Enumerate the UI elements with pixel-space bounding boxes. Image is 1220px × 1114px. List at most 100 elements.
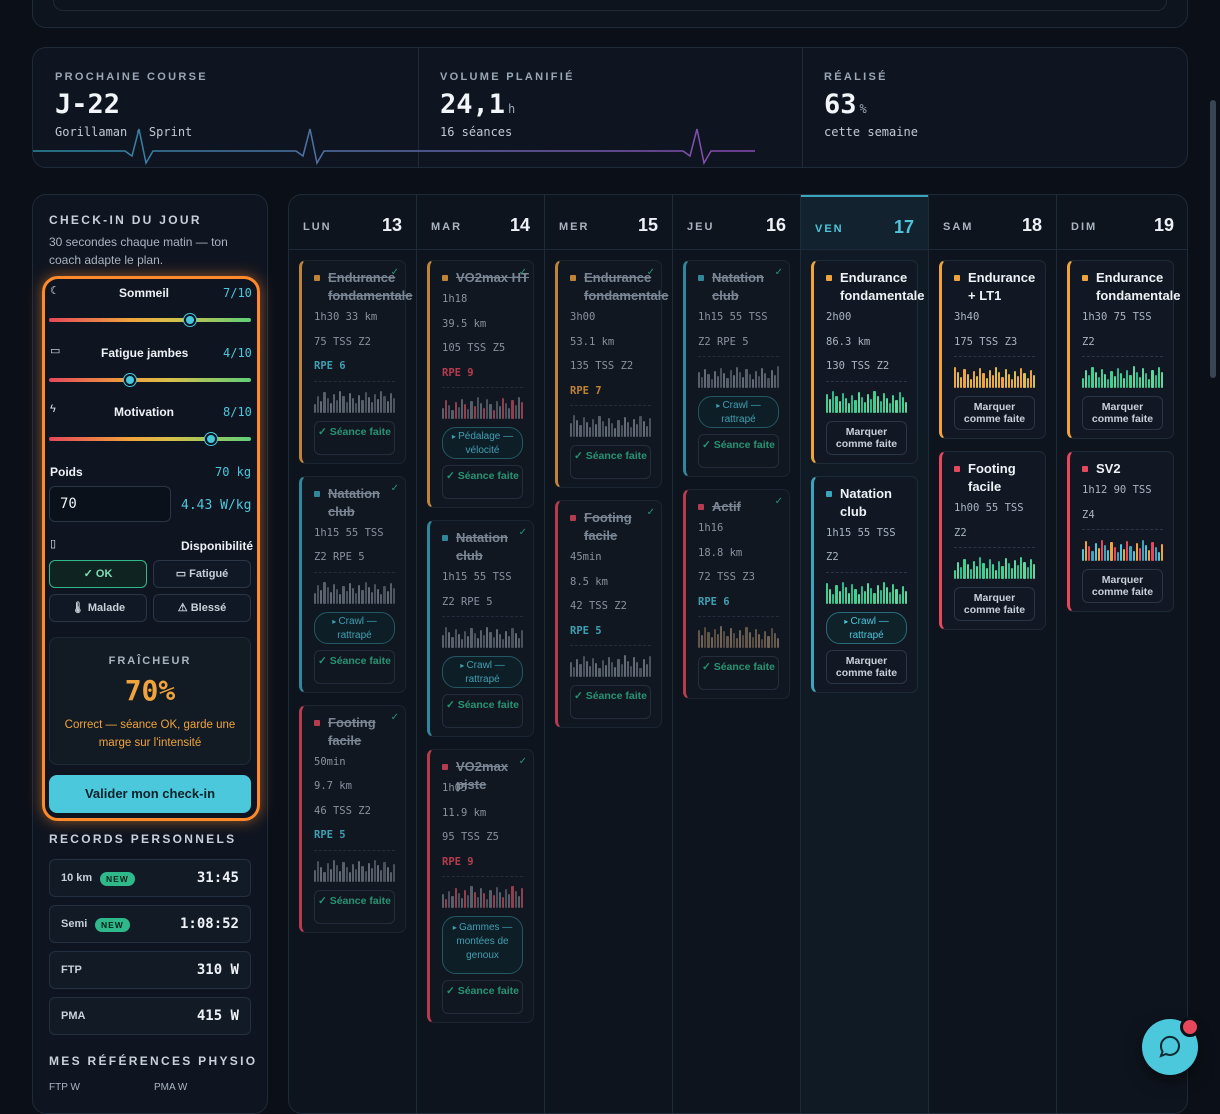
session-card[interactable]: SV2 1h12 90 TSS Z4 Marquer comme faite	[1067, 451, 1174, 612]
session-done-button[interactable]: ✓ Séance faite	[698, 656, 779, 690]
session-title: Endurance + LT1	[968, 270, 1036, 303]
mark-done-button[interactable]: Marquer comme faite	[954, 587, 1035, 621]
intensity-bar	[885, 587, 889, 604]
intensity-bar	[1116, 552, 1119, 561]
session-detail: 86.3 km	[826, 335, 871, 348]
session-card[interactable]: Endurance fondamentale 2h00 86.3 km 130 TSS…	[811, 260, 925, 464]
dispo-malade-button[interactable]: 🌡 Malade	[49, 594, 147, 622]
intensity-bar	[495, 887, 498, 908]
session-done-button[interactable]: ✓ Séance faite	[442, 465, 523, 499]
drill-pill[interactable]: ▸ Pédalage — vélocité	[442, 427, 523, 459]
mark-done-button[interactable]: Marquer comme faite	[954, 396, 1035, 430]
intensity-bar	[1138, 376, 1141, 388]
check-icon: ✓	[390, 482, 399, 494]
slider-knob-motivation[interactable]	[204, 433, 217, 445]
intensity-bar	[607, 656, 611, 677]
scrollbar[interactable]	[1210, 100, 1216, 378]
intensity-bar	[345, 867, 348, 882]
drill-pill[interactable]: ▸ Gammes — montées de genoux	[442, 916, 523, 974]
mark-done-button[interactable]: Marquer comme faite	[826, 420, 907, 455]
slider-fatigue[interactable]	[49, 378, 251, 382]
mark-done-button[interactable]: Marquer comme faite	[826, 649, 907, 684]
intensity-bar	[1097, 548, 1100, 561]
drill-pill[interactable]: ▸ Crawl — rattrapé	[314, 611, 395, 644]
session-detail: Z2	[1082, 335, 1095, 348]
intensity-bar	[1157, 367, 1160, 388]
intensity-bar	[460, 897, 464, 908]
intensity-bar	[373, 860, 377, 882]
intensity-bar	[960, 566, 963, 579]
session-done-button[interactable]: ✓ Séance faite	[314, 649, 395, 684]
intensity-bar	[464, 631, 467, 648]
intensity-bar	[585, 422, 588, 437]
intensity-bar	[373, 583, 377, 604]
intensity-bar	[889, 402, 892, 413]
session-card[interactable]: VO2max piste ✓ 1h05 11.9 km 95 TSS Z5 RPE 9 ▸ …	[427, 749, 534, 1023]
intensity-bar	[704, 368, 707, 388]
session-card[interactable]: Natation club ✓ 1h15 55 TSS Z2 RPE 5 ▸ Crawl…	[299, 475, 406, 693]
drill-pill[interactable]: ▸ Crawl — rattrapé	[698, 396, 779, 428]
intensity-bar	[754, 370, 757, 388]
intensity-bar	[892, 584, 895, 604]
validate-checkin-button[interactable]: Valider mon check-in	[49, 775, 251, 813]
session-card[interactable]: Endurance fondamentale 1h30 75 TSS Z2 Marqu…	[1067, 260, 1181, 439]
dispo-fatigue-button[interactable]: ▭ Fatigué	[153, 560, 251, 588]
slider-knob-fatigue[interactable]	[123, 374, 136, 386]
fraicheur-box: FRAÎCHEUR 70% Correct — séance OK, garde…	[49, 637, 251, 765]
session-card[interactable]: Endurance + LT1 3h40 175 TSS Z3 Marquer com…	[939, 260, 1046, 439]
session-card[interactable]: Endurance fondamentale ✓ 3h00 53.1 km 135 TS…	[555, 260, 669, 488]
intensity-bar	[473, 633, 476, 648]
physio-pma-label: PMA W	[154, 1082, 188, 1093]
intensity-bar	[1020, 367, 1023, 388]
session-done-button[interactable]: ✓ Séance faite	[698, 434, 779, 468]
week-calendar: LUN 13 Endurance fondamentale ✓ 1h30 33 km 75…	[288, 194, 1188, 1114]
session-detail: 1h12 90 TSS	[1082, 484, 1152, 496]
session-detail: 72 TSS Z3	[698, 571, 755, 583]
intensity-bar	[320, 866, 323, 882]
session-done-button[interactable]: ✓ Séance faite	[442, 694, 523, 728]
drill-pill[interactable]: ▸ Crawl — rattrapé	[826, 611, 907, 644]
session-card[interactable]: Natation club 1h15 55 TSS Z2 ▸ Crawl — ratt…	[811, 475, 918, 693]
session-card[interactable]: Endurance fondamentale ✓ 1h30 33 km 75 TSS …	[299, 260, 413, 464]
session-card[interactable]: Footing facile ✓ 50min 9.7 km 46 TSS Z2 RPE 5…	[299, 704, 406, 933]
intensity-bar	[448, 890, 451, 908]
slider-knob-sommeil[interactable]	[184, 314, 197, 326]
session-card[interactable]: Footing facile 1h00 55 TSS Z2 Marquer comme…	[939, 451, 1046, 630]
session-done-button[interactable]: ✓ Séance faite	[442, 980, 523, 1014]
slider-sommeil[interactable]	[49, 318, 251, 322]
session-done-button[interactable]: ✓ Séance faite	[570, 685, 651, 719]
intensity-bar	[879, 590, 882, 604]
dispo-blesse-button[interactable]: ⚠ Blessé	[153, 594, 251, 622]
intensity-bar	[570, 661, 573, 677]
session-done-button[interactable]: ✓ Séance faite	[314, 889, 395, 924]
drill-pill[interactable]: ▸ Crawl — rattrapé	[442, 656, 523, 688]
intensity-bar	[501, 398, 505, 419]
intensity-bar	[370, 402, 373, 413]
intensity-bar	[770, 627, 773, 648]
session-card[interactable]: Footing facile ✓ 45min 8.5 km 42 TSS Z2 RPE 5…	[555, 500, 662, 728]
session-title: Footing facile	[328, 714, 376, 748]
intensity-bar	[611, 423, 614, 437]
dispo-ok-button[interactable]: ✓ OK	[49, 560, 147, 588]
slider-motivation[interactable]	[49, 437, 251, 441]
intensity-bar	[588, 665, 592, 677]
session-title: Footing facile	[584, 510, 632, 543]
sport-dot	[570, 515, 576, 521]
session-card[interactable]: Natation club ✓ 1h15 55 TSS Z2 RPE 5 ▸ Crawl…	[427, 520, 534, 737]
intensity-bar	[364, 581, 367, 604]
session-done-button[interactable]: ✓ Séance faite	[314, 420, 395, 455]
intensity-bar	[757, 634, 761, 648]
calendar-icon: ▯	[50, 538, 57, 550]
session-card[interactable]: VO2max HT ✓ 1h18 39.5 km 105 TSS Z5 RPE 9 ▸ Pé…	[427, 260, 534, 508]
session-done-button[interactable]: ✓ Séance faite	[570, 445, 651, 479]
intensity-bar	[386, 401, 389, 413]
intensity-bar	[901, 396, 904, 413]
session-title: VO2max piste	[456, 759, 509, 792]
session-card[interactable]: Actif ✓ 1h16 18.8 km 72 TSS Z3 RPE 6 ✓ Séance …	[683, 489, 790, 699]
mark-done-button[interactable]: Marquer comme faite	[1082, 396, 1163, 430]
mark-done-button[interactable]: Marquer comme faite	[1082, 569, 1163, 603]
intensity-bar	[451, 637, 454, 648]
day-name: LUN	[303, 221, 332, 233]
session-card[interactable]: Natation club ✓ 1h15 55 TSS Z2 RPE 5 ▸ Crawl…	[683, 260, 790, 477]
poids-input[interactable]: 70	[49, 486, 171, 522]
